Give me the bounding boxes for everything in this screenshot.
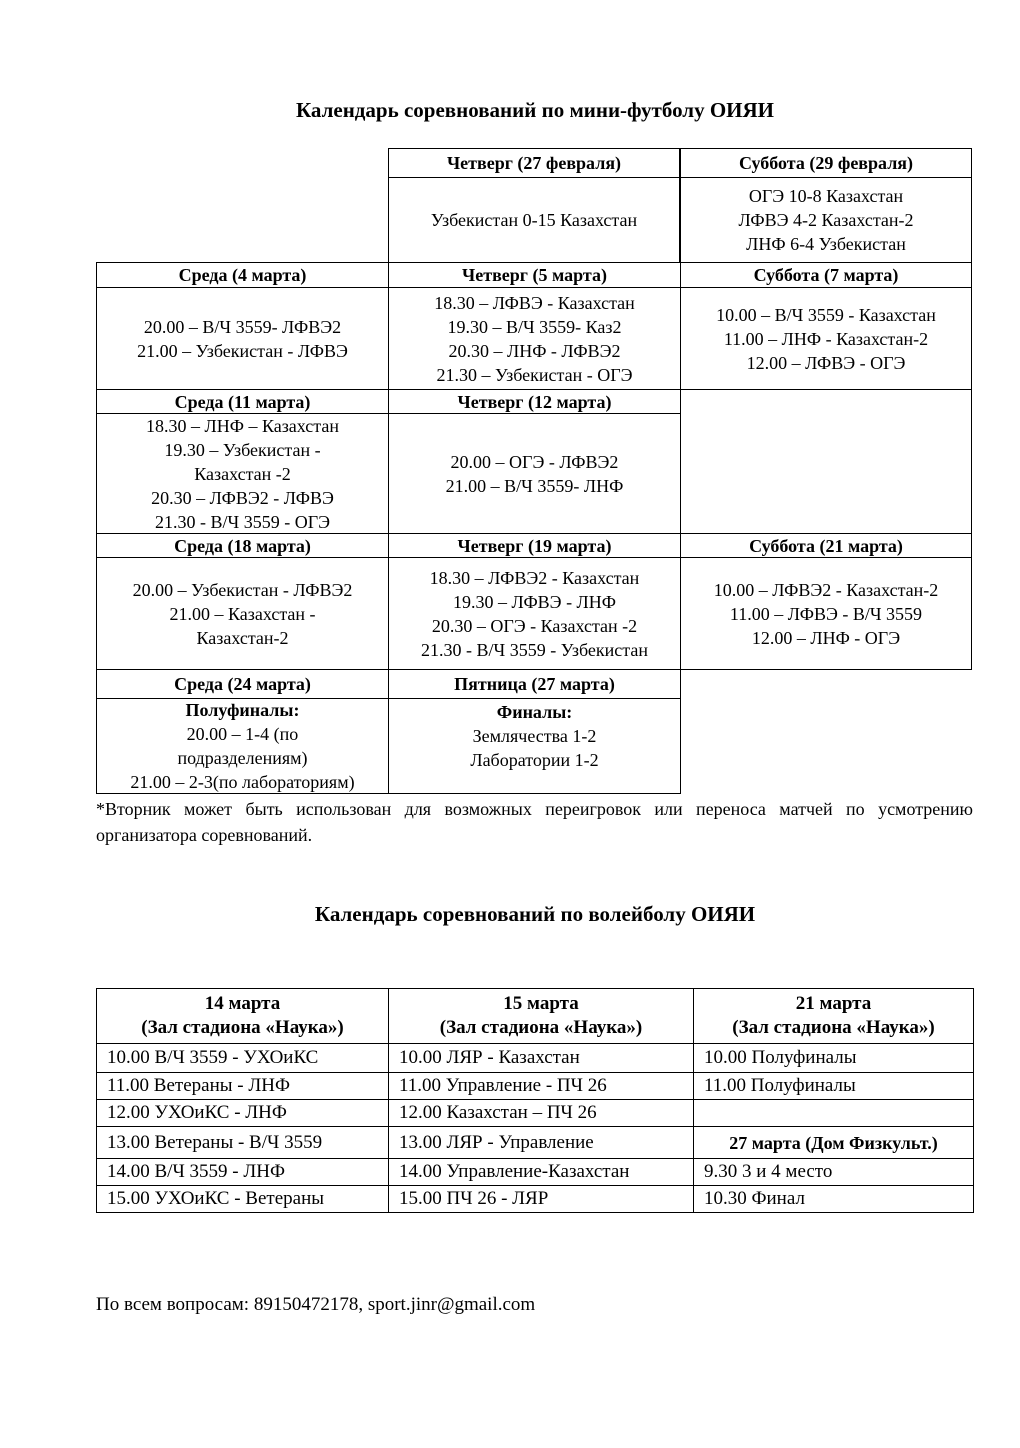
table-row: 14.00 В/Ч 3559 - ЛНФ 14.00 Управление-Ка… [96,1158,974,1186]
finals-matches: Землячества 1-2 Лаборатории 1-2 [470,726,599,770]
table-row: 13.00 Ветераны - В/Ч 3559 13.00 ЛЯР - Уп… [96,1126,974,1159]
table-cell: 10.00 В/Ч 3559 - УХОиКС [96,1043,389,1073]
day-matches: 20.00 – В/Ч 3559- ЛФВЭ2 21.00 – Узбекист… [96,287,389,390]
table-header-row: 14 марта (Зал стадиона «Наука») 15 марта… [96,988,974,1044]
table-cell: 10.00 ЛЯР - Казахстан [388,1043,694,1073]
semifinals-cell: Полуфиналы: 20.00 – 1-4 (по подразделени… [96,698,389,794]
day-matches: 20.00 – Узбекистан - ЛФВЭ2 21.00 – Казах… [96,557,389,670]
table-cell: 14.00 В/Ч 3559 - ЛНФ [96,1158,389,1186]
finals-title: Финалы: [496,702,573,722]
footnote: *Вторник может быть использован для возм… [96,799,973,845]
day-matches: Узбекистан 0-15 Казахстан [388,177,680,263]
table-cell: 15.00 ПЧ 26 - ЛЯР [388,1185,694,1213]
table-cell: 15.00 УХОиКС - Ветераны [96,1185,389,1213]
table-row: 10.00 В/Ч 3559 - УХОиКС 10.00 ЛЯР - Каза… [96,1043,974,1073]
table-row: 11.00 Ветераны - ЛНФ 11.00 Управление - … [96,1072,974,1100]
table-cell: 13.00 ЛЯР - Управление [388,1126,694,1159]
table-cell: 12.00 Казахстан – ПЧ 26 [388,1099,694,1127]
volleyball-title: Календарь соревнований по волейболу ОИЯИ [314,902,756,926]
day-header: Четверг (5 марта) [388,262,681,288]
day-header: Суббота (7 марта) [680,262,972,288]
day-header: Среда (4 марта) [96,262,389,288]
table-cell: 11.00 Управление - ПЧ 26 [388,1072,694,1100]
day-header: Пятница (27 марта) [388,669,681,699]
day-header: Среда (24 марта) [96,669,389,699]
day-header: Среда (11 марта) [96,389,389,414]
table-cell: 10.00 Полуфиналы [693,1043,974,1073]
table-row: 12.00 УХОиКС - ЛНФ 12.00 Казахстан – ПЧ … [96,1099,974,1127]
day-matches: 18.30 – ЛФВЭ - Казахстан 19.30 – В/Ч 355… [388,287,681,390]
table-cell: 10.30 Финал [693,1185,974,1213]
semifinals-matches: 20.00 – 1-4 (по подразделениям) 21.00 – … [130,724,355,792]
day-matches: 18.30 – ЛФВЭ2 - Казахстан 19.30 – ЛФВЭ -… [388,557,681,670]
volleyball-schedule-table: 14 марта (Зал стадиона «Наука») 15 марта… [96,988,974,1213]
semifinals-title: Полуфиналы: [185,700,300,720]
day-header: Суббота (29 февраля) [680,148,972,178]
final-day-header: 27 марта (Дом Физкульт.) [693,1126,974,1159]
day-header: Четверг (19 марта) [388,533,681,558]
table-cell: 11.00 Ветераны - ЛНФ [96,1072,389,1100]
column-header: 14 марта (Зал стадиона «Наука») [96,988,389,1044]
day-matches: 18.30 – ЛНФ – Казахстан 19.30 – Узбекист… [96,413,389,534]
table-cell: 9.30 3 и 4 место [693,1158,974,1186]
table-row: 15.00 УХОиКС - Ветераны 15.00 ПЧ 26 - ЛЯ… [96,1185,974,1213]
table-cell: 14.00 Управление-Казахстан [388,1158,694,1186]
column-header: 21 марта (Зал стадиона «Наука») [693,988,974,1044]
day-header: Четверг (12 марта) [388,389,681,414]
day-matches: 20.00 – ОГЭ - ЛФВЭ2 21.00 – В/Ч 3559- ЛН… [388,413,681,534]
finals-cell: Финалы: Землячества 1-2 Лаборатории 1-2 [388,698,681,794]
day-matches: 10.00 – ЛФВЭ2 - Казахстан-2 11.00 – ЛФВЭ… [680,557,972,670]
football-title: Календарь соревнований по мини-футболу О… [295,98,775,122]
table-cell: 13.00 Ветераны - В/Ч 3559 [96,1126,389,1159]
column-header: 15 марта (Зал стадиона «Наука») [388,988,694,1044]
day-matches: ОГЭ 10-8 Казахстан ЛФВЭ 4-2 Казахстан-2 … [680,177,972,263]
day-header: Суббота (21 марта) [680,533,972,558]
day-header: Среда (18 марта) [96,533,389,558]
day-matches: 10.00 – В/Ч 3559 - Казахстан 11.00 – ЛНФ… [680,287,972,390]
table-cell: 12.00 УХОиКС - ЛНФ [96,1099,389,1127]
empty-cell [680,389,972,534]
contact-info: По всем вопросам: 89150472178, sport.jin… [96,1294,536,1315]
table-cell [693,1099,974,1127]
table-cell: 11.00 Полуфиналы [693,1072,974,1100]
day-header: Четверг (27 февраля) [388,148,680,178]
